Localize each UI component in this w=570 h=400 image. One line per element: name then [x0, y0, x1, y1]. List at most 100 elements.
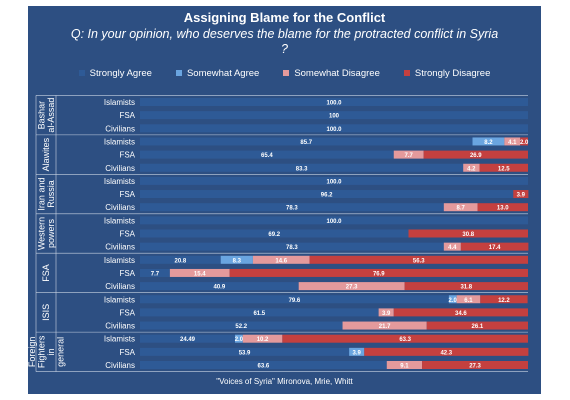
- legend-label: Somewhat Disagree: [294, 67, 380, 79]
- value-label-isis-islamists-strongly-disagree: 12.2: [498, 298, 510, 304]
- bar-foreign-fighters-in-general-civilians-strongly-agree: [140, 361, 387, 369]
- legend-swatch: [283, 70, 290, 76]
- bar-alawites-islamists-strongly-agree: [140, 137, 473, 146]
- legend-swatch: [403, 70, 410, 76]
- bar-western-powers-civilians-somewhat-disagree: [443, 242, 461, 251]
- value-label-fsa-islamists-somewhat-disagree: 14.6: [275, 258, 287, 264]
- row-label-alawites-islamists: Islamists: [104, 137, 135, 146]
- value-label-isis-islamists-strongly-agree: 79.6: [289, 298, 301, 304]
- value-label-isis-civilians-strongly-agree: 52.2: [235, 324, 247, 330]
- bar-alawites-islamists-somewhat-agree: [472, 137, 505, 146]
- row-label-foreign-fighters-in-general-fsa: FSA: [119, 348, 135, 357]
- value-label-alawites-civilians-strongly-disagree: 12.5: [498, 166, 510, 172]
- bar-western-powers-civilians-strongly-disagree: [460, 242, 529, 251]
- group-label-fsa: FSA: [41, 264, 51, 282]
- value-label-fsa-civilians-strongly-disagree: 31.8: [460, 285, 472, 291]
- row-label-alawites-fsa: FSA: [119, 151, 135, 160]
- bar-alawites-fsa-somewhat-disagree: [393, 150, 424, 159]
- chart-question: Q: In your opinion, who deserves the bla…: [70, 27, 499, 56]
- bar-isis-fsa-strongly-disagree: [393, 308, 528, 317]
- bar-isis-islamists-somewhat-disagree: [456, 295, 481, 304]
- group-label-foreign-fighters-in-general: ForeignFightersingeneral: [28, 335, 65, 368]
- value-label-western-powers-civilians-strongly-disagree: 17.4: [489, 245, 501, 251]
- value-label-iran-and-russia-islamists-strongly-agree: 100.0: [326, 179, 342, 185]
- bar-foreign-fighters-in-general-islamists-strongly-agree: [140, 334, 236, 343]
- chart-frame: Assigning Blame for the Conflict Q: In y…: [28, 6, 541, 394]
- legend-item-somewhat-disagree: Somewhat Disagree: [283, 68, 380, 79]
- bar-iran-and-russia-islamists-strongly-agree: [140, 176, 528, 185]
- bar-alawites-fsa-strongly-agree: [140, 150, 394, 159]
- bar-fsa-fsa-somewhat-disagree: [169, 268, 230, 277]
- group-label-alawites: Alawites: [41, 137, 51, 171]
- bar-fsa-fsa-strongly-agree: [140, 268, 170, 277]
- row-label-western-powers-civilians: Civilians: [105, 243, 135, 252]
- value-label-alawites-fsa-somewhat-disagree: 7.7: [405, 153, 414, 159]
- value-label-western-powers-fsa-strongly-disagree: 30.8: [462, 232, 474, 238]
- value-label-isis-islamists-somewhat-disagree: 6.1: [464, 298, 473, 304]
- bar-fsa-civilians-strongly-disagree: [404, 282, 528, 291]
- value-label-isis-civilians-strongly-disagree: 26.1: [472, 324, 484, 330]
- source-note: "Voices of Syria" Mironova, Mrie, Whitt: [216, 377, 353, 386]
- row-label-bashar-al-assad-islamists: Islamists: [104, 98, 135, 107]
- row-label-iran-and-russia-fsa: FSA: [119, 190, 135, 199]
- value-label-western-powers-civilians-somewhat-disagree: 4.4: [448, 245, 457, 251]
- value-label-isis-islamists-somewhat-agree: 2.0: [449, 298, 458, 304]
- value-label-foreign-fighters-in-general-civilians-strongly-disagree: 27.3: [469, 364, 481, 370]
- bar-iran-and-russia-fsa-strongly-agree: [140, 190, 514, 199]
- row-label-foreign-fighters-in-general-islamists: Islamists: [104, 335, 135, 344]
- bar-western-powers-fsa-strongly-agree: [140, 229, 409, 238]
- bar-iran-and-russia-civilians-somewhat-disagree: [443, 203, 478, 212]
- value-label-foreign-fighters-in-general-islamists-strongly-disagree: 63.3: [399, 337, 411, 343]
- bar-foreign-fighters-in-general-islamists-somewhat-disagree: [242, 334, 283, 343]
- bar-foreign-fighters-in-general-civilians-somewhat-disagree: [386, 361, 423, 369]
- group-label-western-powers: Westernpowers: [36, 217, 56, 250]
- row-label-isis-fsa: FSA: [119, 308, 135, 317]
- chart-title: Assigning Blame for the Conflict: [183, 10, 386, 25]
- bar-isis-fsa-strongly-agree: [140, 308, 379, 317]
- group-label-bashar-al-assad: Basharal-Assad: [36, 98, 56, 133]
- legend-swatch: [78, 70, 85, 76]
- value-label-fsa-fsa-somewhat-disagree: 15.4: [194, 271, 206, 277]
- legend-swatch: [175, 70, 182, 76]
- value-label-iran-and-russia-civilians-somewhat-disagree: 8.7: [457, 206, 466, 212]
- value-label-iran-and-russia-civilians-strongly-agree: 78.3: [286, 206, 298, 212]
- bar-iran-and-russia-fsa-strongly-disagree: [513, 190, 529, 199]
- bar-bashar-al-assad-civilians-strongly-agree: [140, 124, 528, 133]
- bar-bashar-al-assad-islamists-strongly-agree: [140, 98, 528, 106]
- value-label-fsa-islamists-strongly-disagree: 56.3: [413, 258, 425, 264]
- value-label-fsa-fsa-strongly-disagree: 76.9: [373, 271, 385, 277]
- group-label-iran-and-russia: Iran andRussia: [36, 178, 56, 211]
- value-label-foreign-fighters-in-general-civilians-strongly-agree: 63.6: [258, 364, 270, 370]
- bar-fsa-islamists-strongly-agree: [140, 255, 221, 264]
- row-label-bashar-al-assad-fsa: FSA: [119, 111, 135, 120]
- bar-western-powers-islamists-strongly-agree: [140, 216, 528, 225]
- bar-isis-fsa-somewhat-disagree: [378, 308, 394, 317]
- row-label-isis-civilians: Civilians: [105, 322, 135, 331]
- value-label-western-powers-fsa-strongly-agree: 69.2: [268, 232, 280, 238]
- row-label-bashar-al-assad-civilians: Civilians: [105, 124, 135, 133]
- bar-fsa-islamists-somewhat-agree: [220, 255, 253, 264]
- value-label-western-powers-civilians-strongly-agree: 78.3: [286, 245, 298, 251]
- legend: Strongly Agree Somewhat Agree Somewhat Dis…: [28, 66, 541, 80]
- bar-isis-islamists-strongly-agree: [140, 295, 449, 304]
- row-label-western-powers-islamists: Islamists: [104, 216, 135, 225]
- value-label-foreign-fighters-in-general-fsa-strongly-disagree: 42.3: [440, 350, 452, 356]
- value-label-western-powers-islamists-strongly-agree: 100.0: [326, 219, 342, 225]
- value-label-iran-and-russia-fsa-strongly-agree: 96.2: [321, 193, 333, 199]
- bar-isis-islamists-strongly-disagree: [480, 295, 528, 304]
- value-label-iran-and-russia-civilians-strongly-disagree: 13.0: [497, 206, 509, 212]
- legend-label: Strongly Disagree: [414, 67, 491, 79]
- legend-item-strongly-disagree: Strongly Disagree: [403, 67, 491, 79]
- bar-fsa-fsa-strongly-disagree: [229, 268, 529, 277]
- bar-isis-civilians-strongly-disagree: [426, 321, 528, 330]
- bar-bashar-al-assad-fsa-strongly-agree: [140, 111, 528, 120]
- bar-alawites-islamists-somewhat-disagree: [504, 137, 521, 146]
- bar-isis-civilians-strongly-agree: [140, 321, 343, 330]
- bar-foreign-fighters-in-general-fsa-strongly-agree: [140, 347, 350, 356]
- bar-alawites-civilians-strongly-agree: [140, 163, 464, 172]
- value-label-alawites-civilians-somewhat-disagree: 4.2: [467, 166, 476, 172]
- bar-fsa-islamists-somewhat-disagree: [252, 255, 310, 264]
- bar-foreign-fighters-in-general-fsa-strongly-disagree: [364, 347, 529, 356]
- row-label-alawites-civilians: Civilians: [105, 164, 135, 173]
- value-label-alawites-islamists-somewhat-agree: 8.2: [484, 140, 493, 146]
